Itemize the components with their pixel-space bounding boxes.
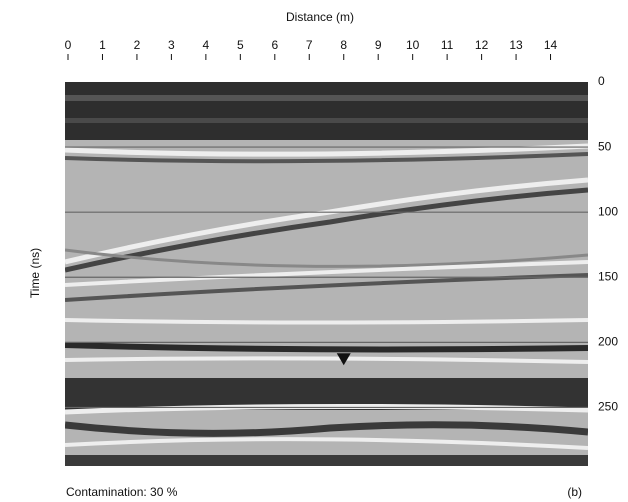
x-tick-label: 9 [375, 38, 382, 52]
radargram-image [65, 82, 588, 466]
y-tick-label: 0 [598, 74, 605, 88]
annotation: (b) [567, 485, 582, 499]
y-tick-label: 100 [598, 204, 618, 218]
x-axis-label: Distance (m) [286, 10, 354, 24]
y-axis-label: Time (ns) [28, 248, 42, 298]
y-tick-label: 50 [598, 139, 612, 153]
x-tick-label: 0 [65, 38, 72, 52]
x-tick-label: 7 [306, 38, 313, 52]
x-tick-label: 2 [134, 38, 141, 52]
x-tick-label: 11 [441, 38, 454, 52]
x-tick-label: 6 [271, 38, 278, 52]
y-tick-label: 250 [598, 400, 618, 414]
x-tick-label: 1 [99, 38, 106, 52]
annotation: Contamination: 30 % [66, 485, 178, 499]
x-tick-label: 8 [340, 38, 347, 52]
x-tick-label: 10 [406, 38, 420, 52]
x-tick-label: 3 [168, 38, 175, 52]
x-tick-label: 12 [475, 38, 489, 52]
marker [336, 353, 351, 366]
y-tick-label: 150 [598, 269, 618, 283]
x-tick-label: 4 [203, 38, 210, 52]
x-tick-label: 14 [544, 38, 558, 52]
x-tick-label: 5 [237, 38, 244, 52]
y-tick-label: 200 [598, 335, 618, 349]
x-tick-label: 13 [509, 38, 523, 52]
